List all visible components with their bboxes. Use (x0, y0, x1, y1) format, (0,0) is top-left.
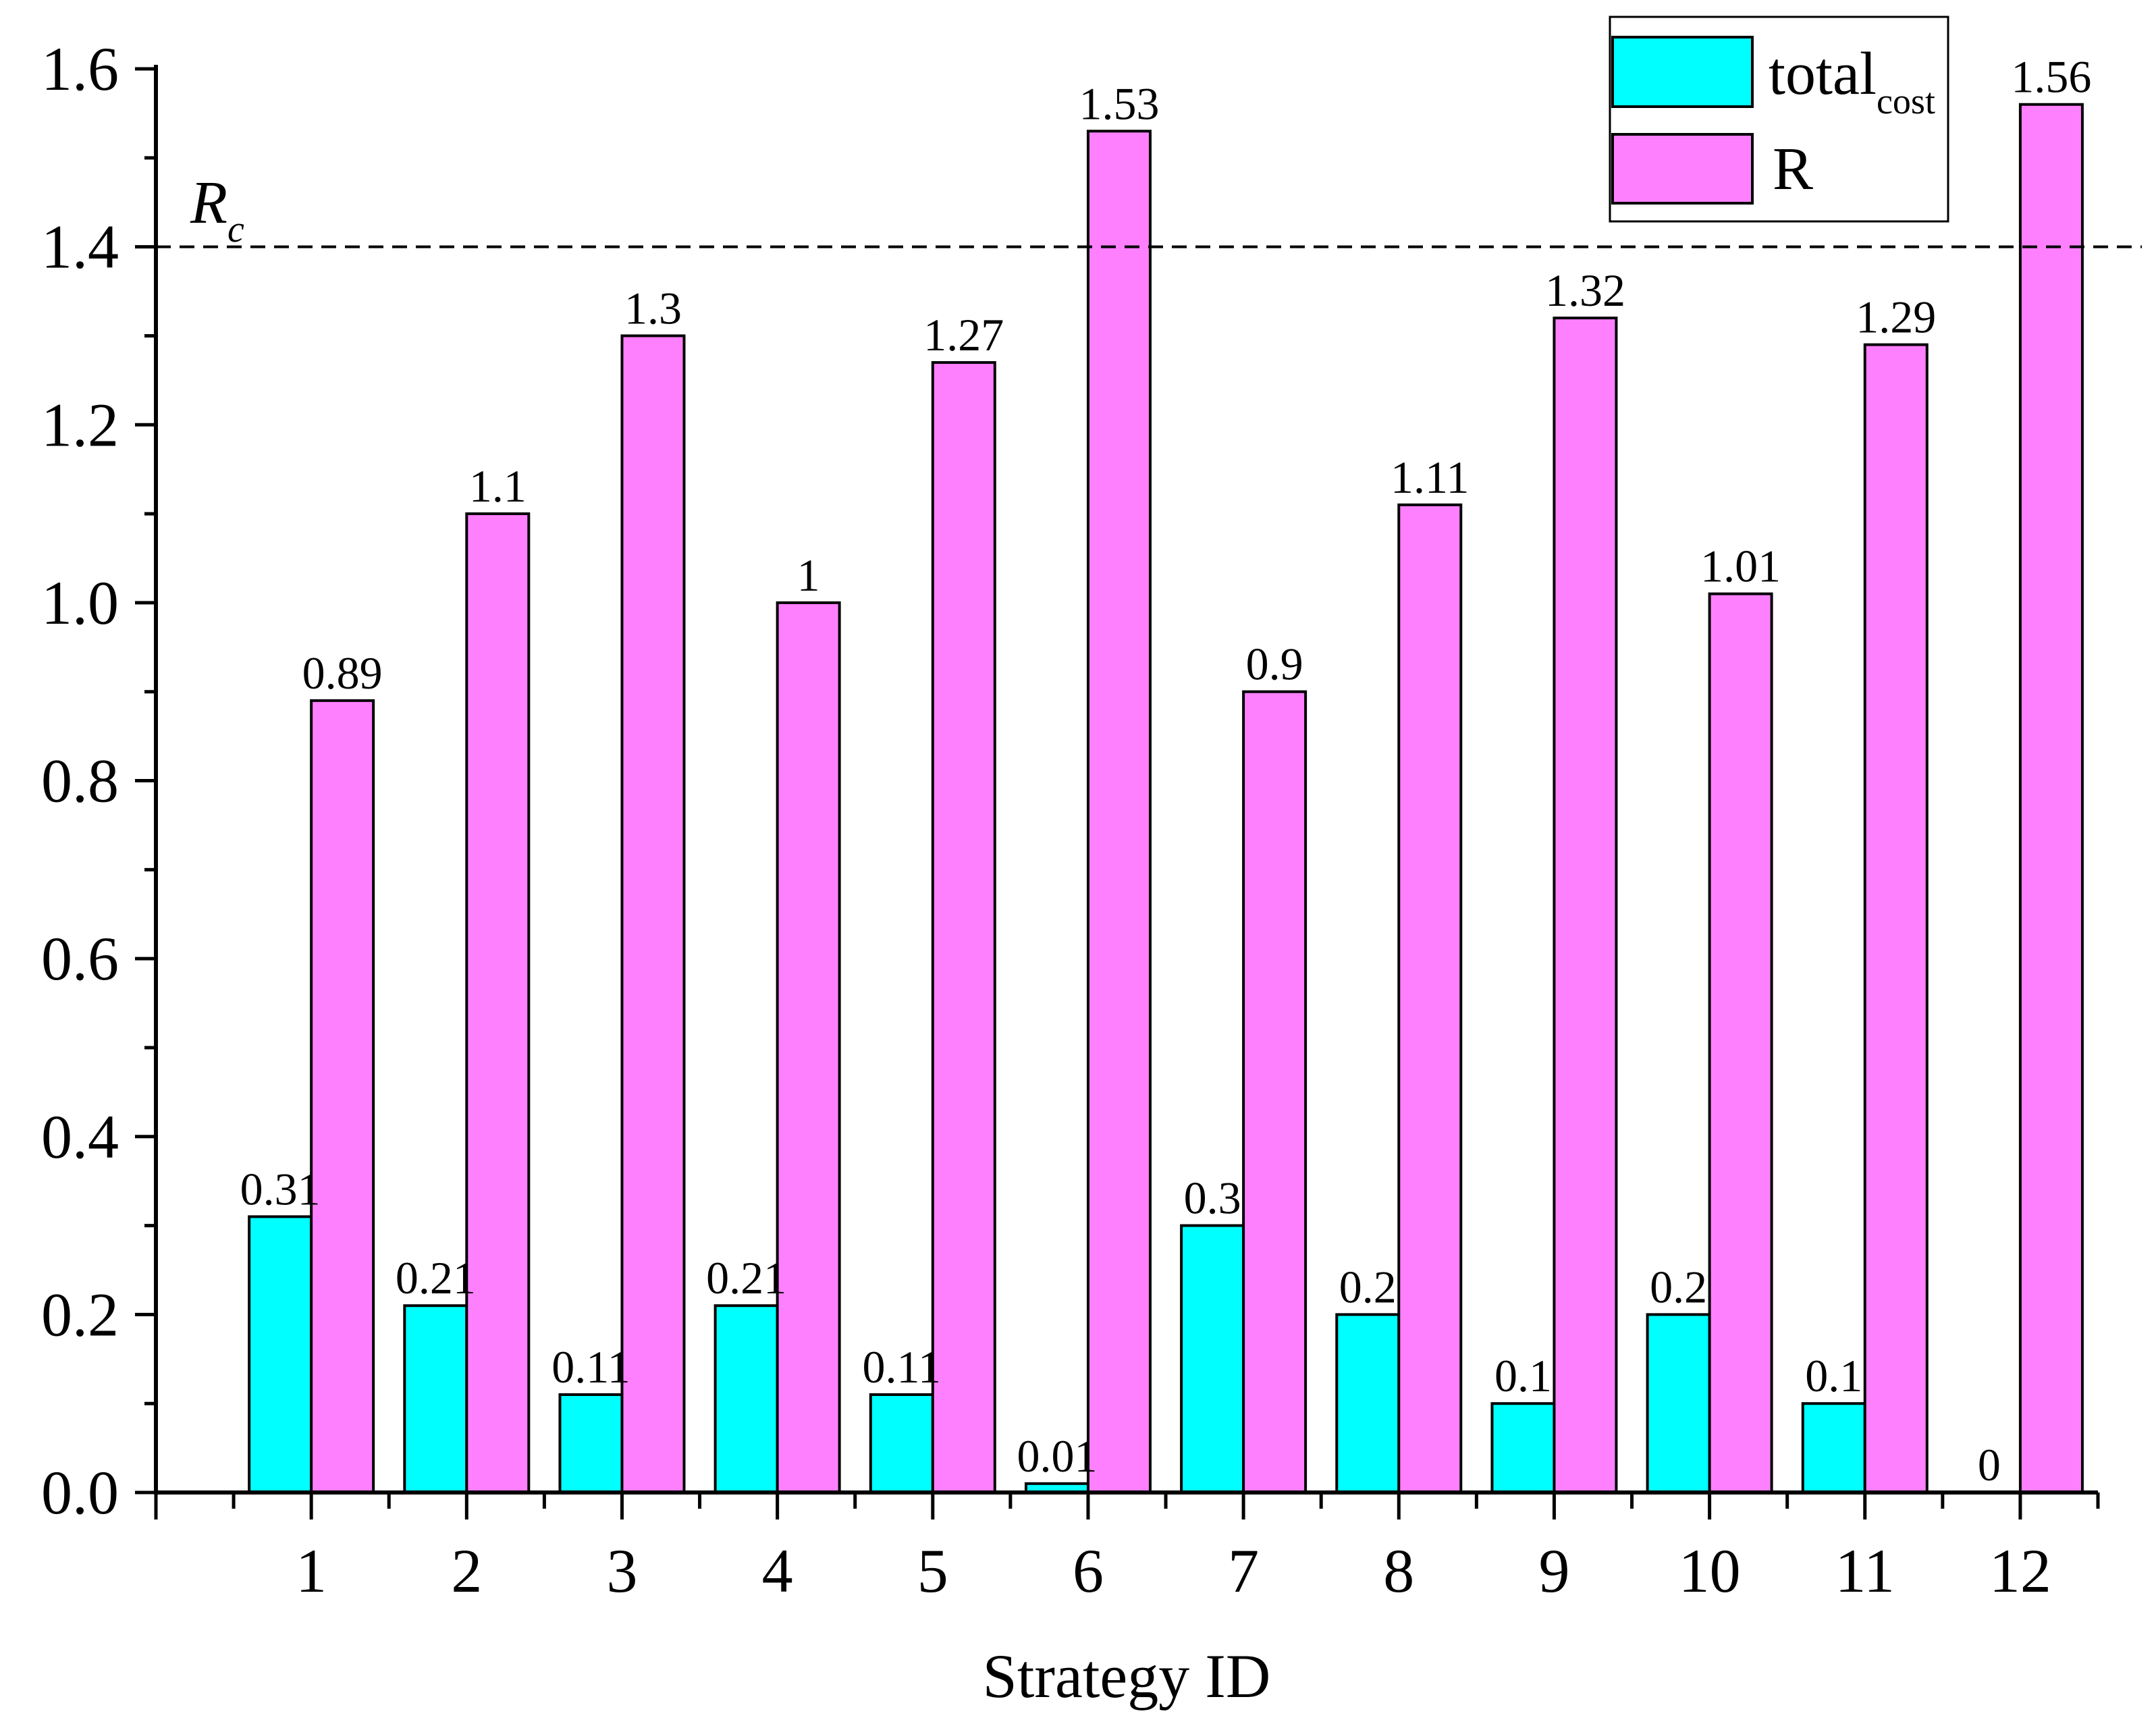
bar-r-4 (776, 601, 841, 1494)
bar-r-8 (1397, 503, 1463, 1494)
bar-total-cost-11 (1801, 1402, 1866, 1494)
bar-r-6 (1086, 130, 1152, 1494)
x-tick-label-7: 7 (1228, 1536, 1259, 1605)
y-tick-label-0.4: 0.4 (41, 1102, 119, 1171)
bar-total-cost-5 (869, 1393, 934, 1495)
data-label-r-12: 1.56 (2011, 51, 2091, 103)
data-label-r-10: 1.01 (1700, 541, 1781, 592)
bar-total-cost-9 (1490, 1402, 1556, 1494)
data-label-r-3: 1.3 (624, 282, 682, 333)
x-tick-label-3: 3 (606, 1536, 637, 1605)
x-tick-label-1: 1 (296, 1536, 327, 1605)
data-label-total-cost-7: 0.3 (1184, 1173, 1241, 1224)
data-label-r-7: 0.9 (1246, 639, 1303, 690)
data-label-total-cost-5: 0.11 (863, 1341, 941, 1393)
data-label-total-cost-1: 0.31 (240, 1163, 321, 1214)
bar-r-12 (2018, 103, 2084, 1494)
x-tick-label-9: 9 (1538, 1536, 1569, 1605)
y-tick-label-1.0: 1.0 (41, 568, 119, 637)
bar-total-cost-1 (248, 1215, 313, 1494)
bar-total-cost-10 (1646, 1313, 1711, 1494)
tick-labels-layer: 0.00.20.40.60.81.01.21.41.61 2 3 4 5 6 7 8 9 10 11… (41, 34, 2051, 1605)
bar-r-7 (1242, 690, 1308, 1494)
x-tick-label-5: 5 (917, 1536, 948, 1605)
reference-line-label-main: R (190, 169, 227, 236)
data-label-total-cost-9: 0.1 (1494, 1350, 1552, 1401)
bar-r-9 (1553, 317, 1618, 1495)
legend-label-r: R (1773, 136, 1813, 203)
bar-r-3 (620, 334, 686, 1494)
bar-r-5 (931, 360, 996, 1495)
data-label-total-cost-6: 0.01 (1017, 1430, 1097, 1482)
bar-r-10 (1708, 592, 1773, 1494)
data-label-r-9: 1.32 (1545, 265, 1625, 316)
y-tick-label-1.4: 1.4 (41, 213, 119, 281)
x-tick-label-11: 11 (1835, 1536, 1895, 1605)
data-label-r-8: 1.11 (1391, 452, 1469, 503)
x-tick-label-2: 2 (451, 1536, 482, 1605)
y-tick-label-0.2: 0.2 (41, 1280, 119, 1349)
legend-label-total-cost-subscript: cost (1877, 81, 1935, 122)
bar-r-11 (1863, 343, 1929, 1494)
data-label-r-1: 0.89 (302, 647, 383, 699)
bar-r-2 (465, 512, 531, 1494)
data-label-total-cost-8: 0.2 (1339, 1261, 1397, 1312)
data-label-r-4: 1 (797, 549, 820, 601)
legend-label-total-cost-main: total (1769, 41, 1877, 107)
data-label-r-11: 1.29 (1856, 292, 1936, 343)
y-tick-label-1.2: 1.2 (41, 390, 119, 459)
x-tick-label-8: 8 (1383, 1536, 1414, 1605)
bar-r-1 (310, 699, 375, 1494)
data-label-r-2: 1.1 (469, 460, 527, 512)
data-label-r-6: 1.53 (1079, 78, 1159, 129)
data-labels-layer: 0.31 0.21 0.11 0.21 0.11 0.01 0.3 0.2 0.1 0.2 0.1 0… (240, 51, 2092, 1490)
legend-label-total-cost: totalcost (1769, 41, 1935, 122)
x-tick-label-12: 12 (1989, 1536, 2051, 1605)
reference-line-label: Rc (190, 169, 244, 250)
x-tick-label-4: 4 (762, 1536, 793, 1605)
legend-swatch-total-cost (1611, 36, 1754, 108)
data-label-total-cost-12: 0 (1978, 1439, 2001, 1490)
y-tick-label-1.6: 1.6 (41, 34, 119, 103)
data-label-total-cost-10: 0.2 (1650, 1261, 1707, 1312)
y-tick-label-0.0: 0.0 (41, 1458, 119, 1527)
bar-total-cost-3 (558, 1393, 624, 1495)
bar-total-cost-7 (1180, 1224, 1245, 1494)
y-tick-label-0.8: 0.8 (41, 747, 119, 815)
reference-line-label-subscript: c (227, 209, 244, 250)
bar-total-cost-2 (403, 1304, 468, 1494)
data-label-total-cost-11: 0.1 (1805, 1350, 1862, 1401)
bar-total-cost-8 (1335, 1313, 1401, 1494)
x-tick-label-10: 10 (1679, 1536, 1741, 1605)
data-label-total-cost-3: 0.11 (551, 1341, 630, 1393)
x-tick-label-6: 6 (1073, 1536, 1104, 1605)
x-axis-label: Strategy ID (983, 1642, 1271, 1711)
bars-layer (248, 103, 2084, 1495)
legend-swatch-r (1611, 133, 1754, 205)
data-label-total-cost-2: 0.21 (396, 1252, 476, 1303)
data-label-total-cost-4: 0.21 (706, 1252, 786, 1303)
legend: totalcost R (1609, 16, 1949, 223)
bar-total-cost-4 (713, 1304, 779, 1494)
ticks-layer (135, 67, 2100, 1519)
data-label-r-5: 1.27 (923, 309, 1004, 360)
y-tick-label-0.6: 0.6 (41, 924, 119, 993)
